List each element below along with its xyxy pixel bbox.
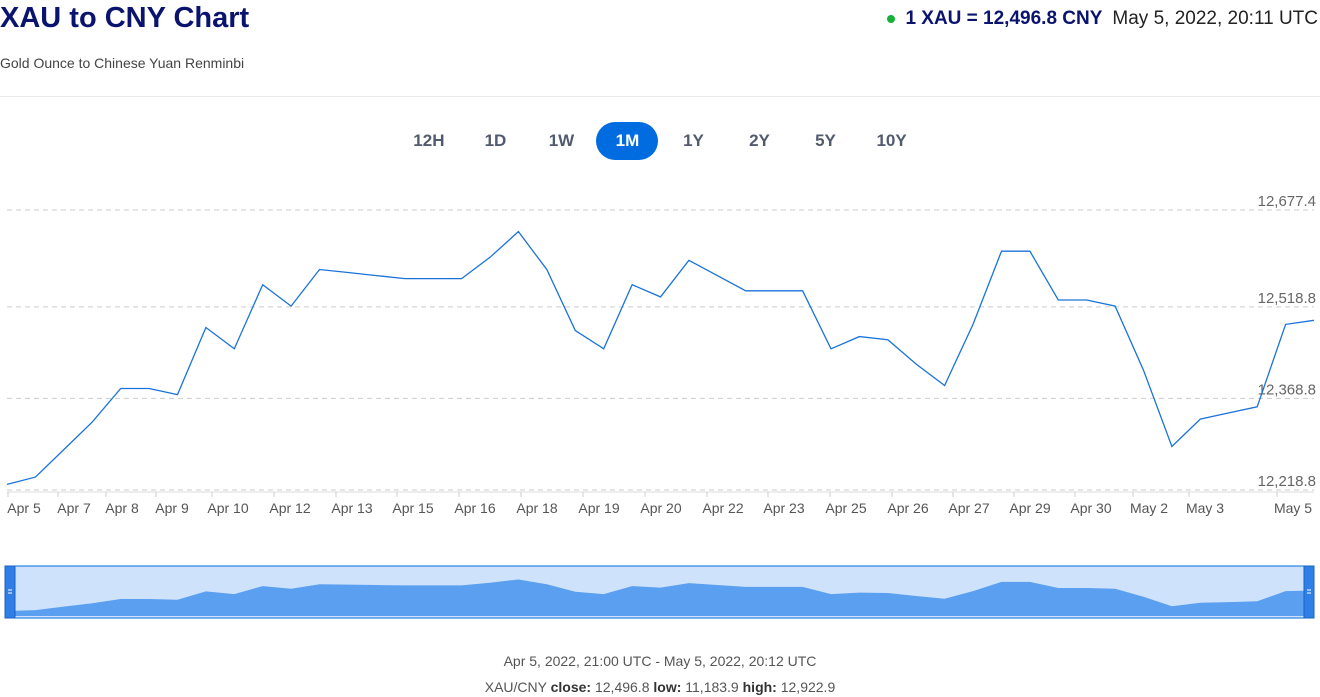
x-tick-label: Apr 15 — [392, 500, 433, 516]
x-tick-label: Apr 22 — [702, 500, 743, 516]
x-tick-label: Apr 10 — [207, 500, 248, 516]
x-tick-label: Apr 18 — [516, 500, 557, 516]
footer-range: Apr 5, 2022, 21:00 UTC - May 5, 2022, 20… — [503, 653, 817, 669]
x-tick-label: May 2 — [1130, 500, 1168, 516]
rate-timestamp: May 5, 2022, 20:11 UTC — [1112, 8, 1318, 29]
x-tick-label: Apr 5 — [7, 500, 41, 516]
live-status-dot — [887, 15, 896, 23]
range-1m-button[interactable]: 1M — [596, 122, 659, 160]
navigator-right-handle[interactable] — [1303, 565, 1315, 619]
x-tick-label: Apr 19 — [578, 500, 619, 516]
x-tick-label: Apr 12 — [269, 500, 310, 516]
low-label: low: — [653, 679, 682, 695]
x-tick-label: Apr 7 — [57, 500, 91, 516]
x-tick-label: Apr 8 — [105, 500, 139, 516]
x-tick-label: Apr 30 — [1070, 500, 1111, 516]
footer-pair: XAU/CNY — [484, 679, 547, 695]
range-1y-button[interactable]: 1Y — [683, 131, 704, 150]
range-selector: 12H 1D 1W 1M 1Y 2Y 5Y 10Y — [0, 122, 1320, 160]
page-title: XAU to CNY Chart — [0, 2, 250, 34]
navigator-left-handle[interactable] — [4, 565, 16, 619]
range-1w-button[interactable]: 1W — [548, 131, 575, 150]
price-line — [6, 230, 1315, 486]
range-1d-button[interactable]: 1D — [484, 131, 507, 150]
footer-stats: XAU/CNY close: 12,496.8 low: 11,183.9 hi… — [0, 679, 1320, 695]
navigator-area — [7, 579, 1314, 616]
y-tick-label: 12,518.8 — [1258, 290, 1316, 307]
x-tick-label: May 3 — [1186, 500, 1224, 516]
chart-navigator[interactable] — [0, 562, 1320, 622]
x-tick-label: Apr 13 — [331, 500, 372, 516]
x-tick-label: Apr 9 — [155, 500, 189, 516]
close-label: close: — [550, 679, 592, 695]
range-10y-button[interactable]: 10Y — [876, 131, 907, 150]
x-tick-label: Apr 26 — [887, 500, 928, 516]
page-subtitle: Gold Ounce to Chinese Yuan Renminbi — [0, 55, 245, 71]
x-tick-label: Apr 16 — [454, 500, 495, 516]
x-tick-label: Apr 25 — [825, 500, 866, 516]
x-tick-label: Apr 27 — [948, 500, 989, 516]
price-chart[interactable]: 12,677.4 12,518.8 12,368.8 12,218.8 Apr 5 Ap… — [0, 0, 1320, 530]
x-tick-label: Apr 20 — [640, 500, 681, 516]
high-value: 12,922.9 — [780, 679, 836, 695]
y-tick-label: 12,368.8 — [1258, 381, 1316, 398]
range-2y-button[interactable]: 2Y — [749, 131, 770, 150]
range-12h-button[interactable]: 12H — [413, 131, 445, 150]
x-tick-label: May 5 — [1274, 500, 1312, 516]
range-5y-button[interactable]: 5Y — [815, 131, 836, 150]
high-label: high: — [742, 679, 777, 695]
x-tick-label: Apr 29 — [1009, 500, 1050, 516]
y-tick-label: 12,677.4 — [1258, 193, 1316, 210]
low-value: 11,183.9 — [685, 679, 739, 695]
y-tick-label: 12,218.8 — [1258, 473, 1316, 490]
close-value: 12,496.8 — [594, 679, 650, 695]
current-rate: 1 XAU = 12,496.8 CNY May 5, 2022, 20:11 … — [887, 8, 1318, 30]
rate-value: 1 XAU = 12,496.8 CNY — [905, 8, 1103, 29]
x-tick-label: Apr 23 — [763, 500, 804, 516]
header-divider — [0, 96, 1320, 97]
